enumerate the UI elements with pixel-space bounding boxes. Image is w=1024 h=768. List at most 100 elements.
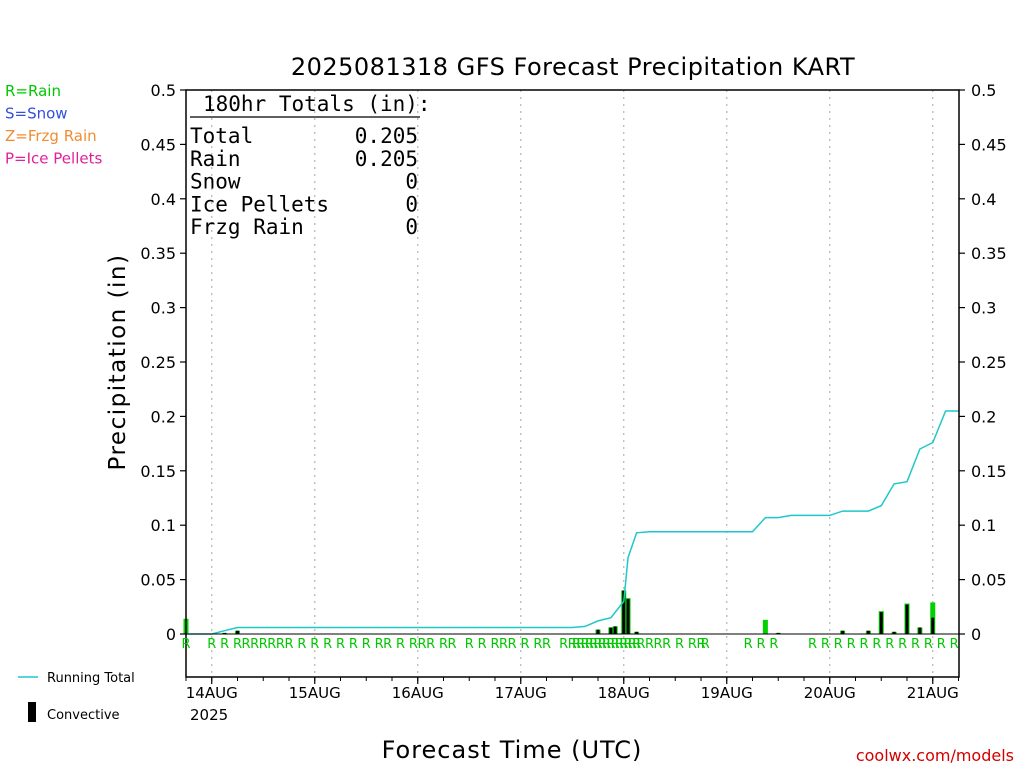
- x-tick-label: 18AUG: [598, 684, 650, 702]
- y-tick-label-right: 0.15: [971, 462, 1007, 481]
- x-tick-label: 16AUG: [392, 684, 444, 702]
- rain-marker: R: [276, 637, 285, 652]
- rain-marker: R: [499, 637, 508, 652]
- rain-marker: R: [508, 637, 517, 652]
- rain-marker: R: [383, 637, 392, 652]
- convective-bar: [596, 629, 600, 634]
- rain-marker: R: [662, 637, 671, 652]
- rain-marker: R: [426, 637, 435, 652]
- convective-bar: [931, 617, 935, 634]
- convective-legend-label: Convective: [47, 708, 120, 723]
- totals-value: 0.205: [355, 124, 418, 148]
- credit-text: coolwx.com/models: [856, 746, 1014, 765]
- ptype-legend-item: P=Ice Pellets: [5, 150, 102, 168]
- rain-marker: R: [559, 637, 568, 652]
- convective-bar: [879, 612, 883, 634]
- rain-marker: R: [542, 637, 551, 652]
- rain-marker: R: [465, 637, 474, 652]
- rain-marker: R: [396, 637, 405, 652]
- rain-marker: R: [576, 637, 585, 652]
- totals-value: 0: [405, 215, 418, 239]
- rain-marker: R: [872, 637, 881, 652]
- series-legend: Running Total Convective: [18, 671, 135, 723]
- gridlines: [211, 90, 934, 677]
- totals-label: Ice Pellets: [190, 192, 329, 216]
- convective-bar: [841, 630, 845, 634]
- y-tick-label: 0.45: [140, 135, 176, 154]
- rain-marker: R: [349, 637, 358, 652]
- rain-marker: R: [615, 637, 624, 652]
- convective-bar: [223, 632, 227, 634]
- rain-marker: R: [593, 637, 602, 652]
- rain-marker: R: [220, 637, 229, 652]
- totals-value: 0: [405, 170, 418, 194]
- y-tick-label: 0.4: [151, 190, 176, 209]
- rain-marker: R: [448, 637, 457, 652]
- y-tick-label: 0.1: [151, 516, 176, 535]
- x-tick-label: 15AUG: [289, 684, 341, 702]
- convective-bar: [613, 626, 617, 634]
- y-tick-label: 0.2: [151, 407, 176, 426]
- rain-marker: R: [885, 637, 894, 652]
- rain-marker: R: [181, 637, 190, 652]
- rain-marker: R: [267, 637, 276, 652]
- rain-marker: R: [847, 637, 856, 652]
- rain-marker: R: [696, 637, 705, 652]
- convective-bar: [866, 630, 870, 634]
- rain-marker: R: [250, 637, 259, 652]
- y-tick-label-right: 0.25: [971, 353, 1007, 372]
- x-tick-label: 17AUG: [495, 684, 547, 702]
- y-tick-label: 0: [166, 625, 176, 644]
- rain-marker: R: [744, 637, 753, 652]
- y-tick-label: 0.3: [151, 299, 176, 318]
- rain-marker: R: [602, 637, 611, 652]
- rain-marker: R: [568, 637, 577, 652]
- y-tick-label-right: 0.1: [971, 516, 996, 535]
- rain-marker: R: [297, 637, 306, 652]
- y-axis-title: Precipitation (in): [105, 254, 131, 471]
- rain-marker: R: [490, 637, 499, 652]
- chart-title: 2025081318 GFS Forecast Precipitation KA…: [291, 53, 855, 81]
- rain-marker: R: [310, 637, 319, 652]
- rain-marker: R: [628, 637, 637, 652]
- y-tick-label-right: 0.2: [971, 407, 996, 426]
- ptype-legend-item: S=Snow: [5, 105, 68, 123]
- running-total-line: [186, 410, 959, 635]
- y-tick-label-right: 0: [971, 625, 981, 644]
- y-tick-label: 0.15: [140, 462, 176, 481]
- rain-marker: R: [834, 637, 843, 652]
- rain-marker: R: [808, 637, 817, 652]
- y-tick-label-right: 0.4: [971, 190, 996, 209]
- rain-marker: R: [769, 637, 778, 652]
- rain-marker: R: [418, 637, 427, 652]
- rain-marker: R: [636, 637, 645, 652]
- y-tick-label: 0.35: [140, 244, 176, 263]
- x-axis: 14AUG 15AUG 16AUG 17AUG 18AUG 19AUG 20AUG 21AUG…: [185, 677, 959, 724]
- y-tick-label-right: 0.05: [971, 571, 1007, 590]
- rain-marker: R: [598, 637, 607, 652]
- rain-marker: R: [821, 637, 830, 652]
- x-tick-label: 14AUG: [186, 684, 238, 702]
- rain-marker: R: [439, 637, 448, 652]
- rain-marker: R: [409, 637, 418, 652]
- rain-marker: R: [898, 637, 907, 652]
- rain-marker: R: [924, 637, 933, 652]
- rain-marker: R: [619, 637, 628, 652]
- totals-box: 180hr Totals (in): Total 0.205 Rain 0.205 Sn…: [190, 92, 431, 239]
- rain-marker: R: [688, 637, 697, 652]
- y-tick-label: 0.05: [140, 571, 176, 590]
- rain-marker: R: [645, 637, 654, 652]
- convective-bar: [626, 599, 630, 634]
- convective-legend-swatch: [28, 702, 36, 722]
- rain-marker: R: [362, 637, 371, 652]
- y-tick-label-right: 0.45: [971, 135, 1007, 154]
- rain-marker: R: [336, 637, 345, 652]
- rain-marker: R: [585, 637, 594, 652]
- rain-marker: R: [572, 637, 581, 652]
- rain-marker: R: [207, 637, 216, 652]
- convective-bar: [776, 632, 780, 634]
- ptype-markers: R R R R R R R R R R R R R R R R R R R R R R R R R R R R R R R R R RRRRRRR…: [181, 637, 958, 652]
- ptype-legend-item: Z=Frzg Rain: [5, 127, 97, 145]
- y-axis-left: 0 0.05 0.1 0.15 0.2 0.25 0.3 0.35 0.4 0.45 0.5: [140, 81, 186, 644]
- x-tick-label: 19AUG: [701, 684, 753, 702]
